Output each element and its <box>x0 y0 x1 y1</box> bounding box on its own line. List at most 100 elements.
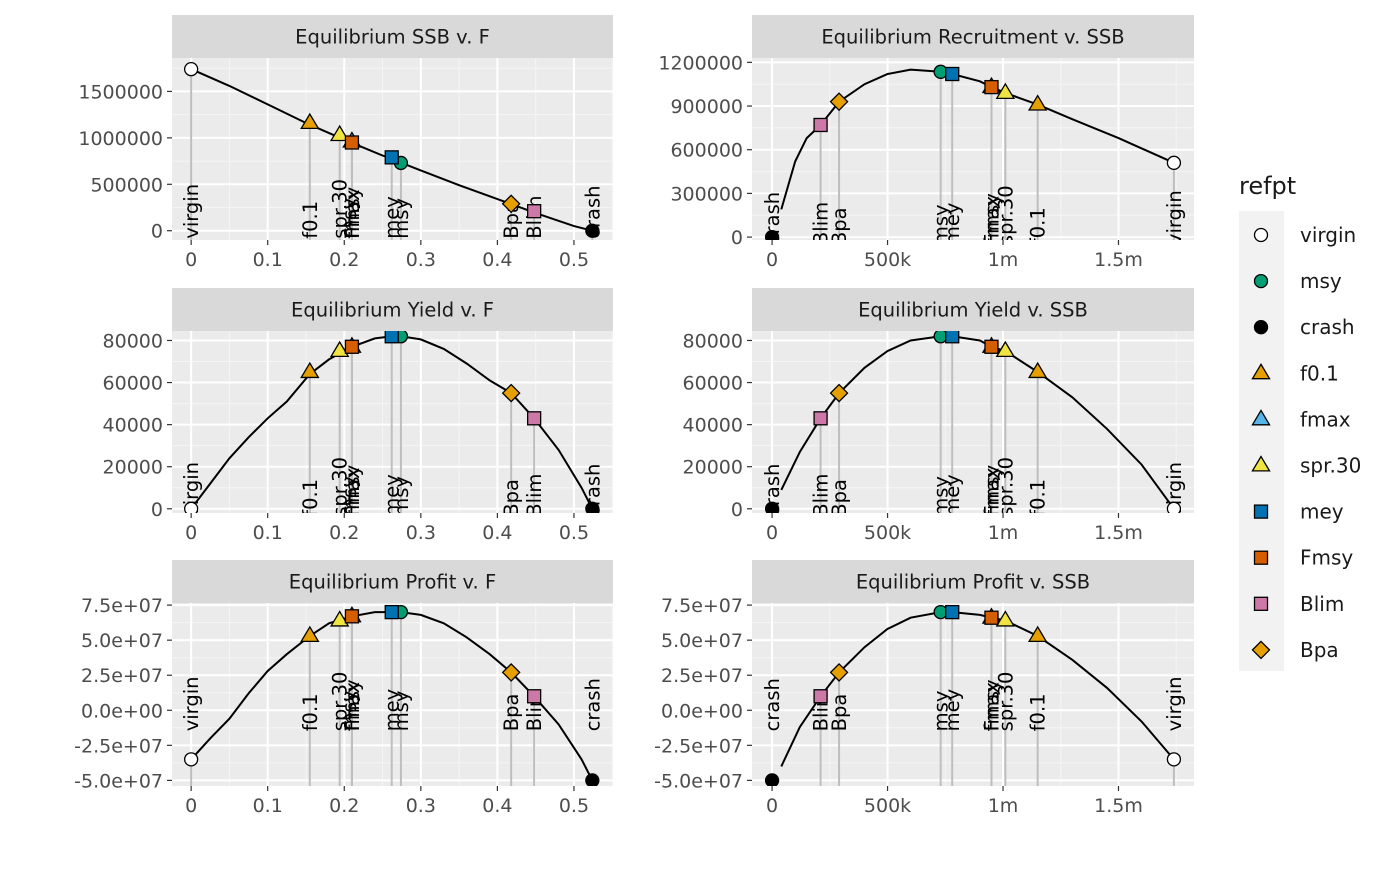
refpt-marker-spr.30 <box>995 610 1016 627</box>
refpt-label-Fmsy: Fmsy <box>980 193 1003 245</box>
legend-key-f0.1 <box>1251 363 1271 380</box>
refpt-marker-Blim <box>813 117 828 133</box>
refpt-label-f0.1: f0.1 <box>299 693 322 731</box>
y-tick-label: 60000 <box>103 373 163 395</box>
y-tick-label: 2.5e+07 <box>661 665 743 687</box>
legend-item-fmax: fmax <box>1251 407 1351 431</box>
refpt-marker-f0.1 <box>1027 625 1048 643</box>
refpt-marker-Bpa <box>501 662 521 682</box>
x-tick-label: 0 <box>766 249 778 271</box>
legend-key-Blim <box>1253 596 1269 611</box>
refpt-label-Blim: Blim <box>810 202 833 245</box>
x-tick-label: 0.5 <box>559 249 589 271</box>
refpt-label-spr.30: spr.30 <box>329 672 352 732</box>
legend-item-Bpa: Bpa <box>1251 638 1339 662</box>
refpt-label-fmax: fmax <box>980 196 1003 245</box>
x-tick-label: 500k <box>864 522 911 544</box>
refpt-marker-Blim <box>813 411 828 426</box>
legend-item-crash: crash <box>1253 315 1355 339</box>
refpt-label-virgin: virgin <box>180 462 203 517</box>
y-tick-label: 500000 <box>90 174 163 196</box>
legend-label: f0.1 <box>1300 361 1339 385</box>
refpt-marker-f0.1 <box>300 112 320 130</box>
legend-label: mey <box>1300 500 1344 524</box>
refpt-label-Bpa: Bpa <box>500 694 523 732</box>
panel-title: Equilibrium Profit v. SSB <box>856 571 1090 594</box>
legend-key-msy <box>1253 273 1269 289</box>
x-tick-label: 500k <box>864 249 911 271</box>
refpt-label-fmax: fmax <box>341 189 364 238</box>
refpt-label-Bpa: Bpa <box>500 201 523 239</box>
legend-item-Blim: Blim <box>1253 592 1344 616</box>
refpt-marker-Fmsy <box>984 339 999 354</box>
refpt-marker-mey <box>384 604 399 620</box>
y-tick-label: 5.0e+07 <box>81 630 163 652</box>
refpt-marker-Blim <box>526 689 542 704</box>
refpt-label-crash: crash <box>761 464 784 517</box>
refpt-label-Bpa: Bpa <box>828 207 851 245</box>
refpt-label-fmax: fmax <box>341 467 364 516</box>
panel-4: Equilibrium Yield v. SSB 0 500k 1m 1.5m 0 2000… <box>683 288 1194 544</box>
refpt-marker-Blim <box>526 411 542 426</box>
x-tick-label: 1.5m <box>1094 249 1143 271</box>
refpt-marker-virgin <box>1166 752 1182 767</box>
refpt-marker-spr.30 <box>329 610 350 627</box>
legend-title: refpt <box>1239 172 1296 200</box>
refpt-label-msy: msy <box>930 691 953 732</box>
y-tick-label: 80000 <box>683 330 743 352</box>
panel-5: Equilibrium Profit v. F 0 0.1 0.2 0.3 0.4 0.5 -… <box>74 560 613 817</box>
legend-label: crash <box>1300 315 1355 339</box>
refpt-marker-mey <box>384 150 399 165</box>
refpt-label-virgin: virgin <box>1163 462 1186 517</box>
refpt-marker-mey <box>384 331 399 344</box>
x-tick-label: 0.4 <box>482 522 512 544</box>
refpt-marker-Fmsy <box>344 609 360 624</box>
refpt-label-Blim: Blim <box>523 474 546 517</box>
refpt-marker-Blim <box>526 204 542 219</box>
refpt-label-virgin: virgin <box>1163 190 1186 245</box>
y-tick-label: -5.0e+07 <box>74 770 163 792</box>
x-tick-label: 1m <box>988 795 1019 817</box>
refpt-marker-virgin <box>1166 501 1182 513</box>
refpt-label-f0.1: f0.1 <box>1027 479 1050 517</box>
refpt-marker-crash <box>585 223 600 238</box>
y-tick-label: 20000 <box>683 457 743 479</box>
x-tick-label: 0.5 <box>559 795 589 817</box>
panel-title: Equilibrium SSB v. F <box>295 26 490 49</box>
x-tick-label: 0.2 <box>329 795 359 817</box>
x-tick-label: 0.2 <box>329 249 359 271</box>
refpt-label-Blim: Blim <box>810 474 833 517</box>
refpt-label-spr.30: spr.30 <box>994 457 1017 517</box>
refpt-label-msy: msy <box>390 198 413 239</box>
panel-strip <box>172 288 613 331</box>
y-tick-label: 5.0e+07 <box>661 630 743 652</box>
legend-item-f0.1: f0.1 <box>1251 361 1339 385</box>
legend-key-fmax <box>1251 409 1271 426</box>
refpt-label-Fmsy: Fmsy <box>341 679 364 731</box>
panel-3: Equilibrium Yield v. F 0 0.1 0.2 0.3 0.4 0.5 0 2… <box>103 288 613 544</box>
refpt-marker-Blim <box>813 689 828 704</box>
refpt-label-Fmsy: Fmsy <box>980 465 1003 517</box>
refpt-marker-crash <box>764 501 780 513</box>
y-tick-label: -2.5e+07 <box>74 735 163 757</box>
refpt-marker-Bpa <box>829 662 849 682</box>
panel-title: Equilibrium Yield v. SSB <box>858 299 1088 322</box>
legend-label: spr.30 <box>1300 454 1361 478</box>
panel-title: Equilibrium Recruitment v. SSB <box>821 26 1124 49</box>
panel-title: Equilibrium Yield v. F <box>291 299 494 322</box>
refpt-label-fmax: fmax <box>980 682 1003 731</box>
refpt-label-msy: msy <box>338 691 361 732</box>
refpt-marker-mey <box>945 66 960 82</box>
y-tick-label: 7.5e+07 <box>81 595 163 617</box>
refpt-label-f0.1: f0.1 <box>299 201 322 239</box>
refpt-label-fmax: fmax <box>341 682 364 731</box>
legend-item-virgin: virgin <box>1253 223 1356 247</box>
y-tick-label: 7.5e+07 <box>661 595 743 617</box>
y-tick-label: 40000 <box>103 415 163 437</box>
x-tick-label: 1m <box>988 249 1019 271</box>
x-tick-label: 0.1 <box>253 795 283 817</box>
